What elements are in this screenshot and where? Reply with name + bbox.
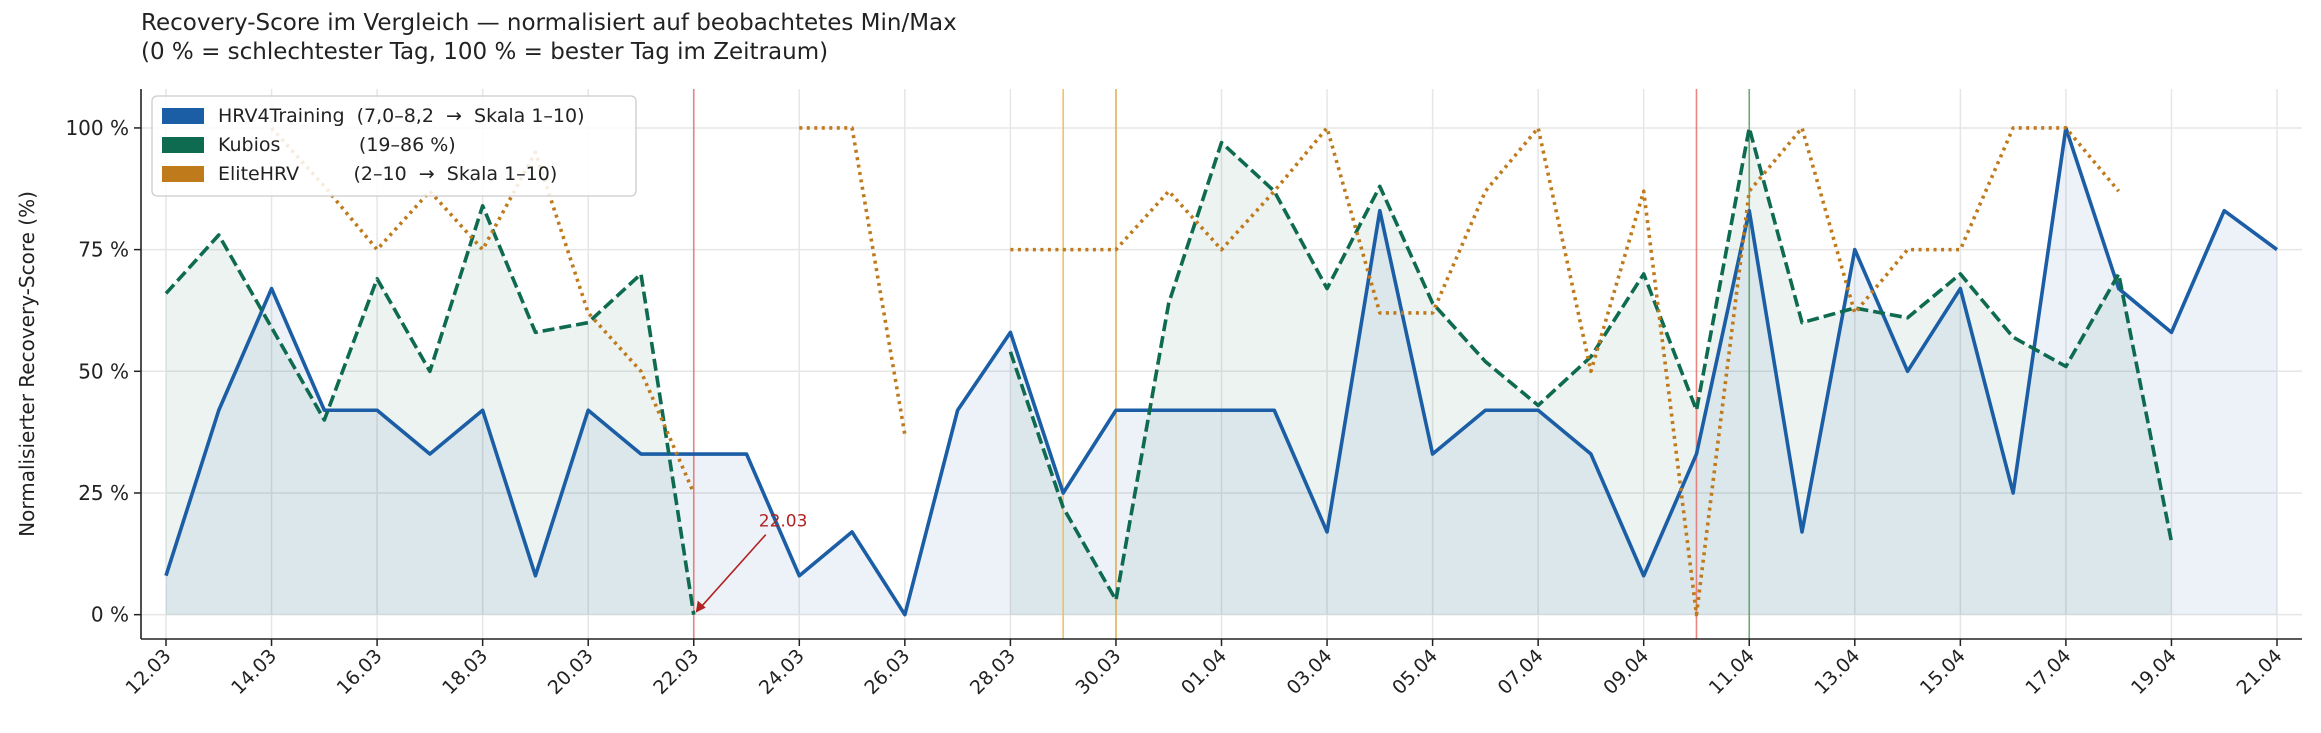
y-tick-label: 0 % <box>91 603 129 627</box>
y-axis-label: Normalisierter Recovery-Score (%) <box>15 191 39 537</box>
x-tick-label: 13.04 <box>1810 645 1864 699</box>
series-line <box>270 126 2121 617</box>
x-tick-label: 21.04 <box>2233 645 2287 699</box>
annotation-arrow <box>697 534 767 612</box>
x-tick-label: 30.03 <box>1071 645 1125 699</box>
legend-box <box>151 95 637 197</box>
x-tick-label: 18.03 <box>438 645 492 699</box>
annotation: 22.03 <box>759 512 808 532</box>
x-tick-label: 14.03 <box>227 645 281 699</box>
y-tick-label: 25 % <box>78 481 129 505</box>
x-tick-label: 20.03 <box>544 645 598 699</box>
x-tick-label: 28.03 <box>966 645 1020 699</box>
x-tick-label: 09.04 <box>1599 645 1653 699</box>
area-fill <box>166 127 2172 615</box>
x-tick-label: 24.03 <box>755 645 809 699</box>
chart-title: Recovery-Score im Vergleich — normalisie… <box>141 10 957 36</box>
y-tick-label: 75 % <box>78 238 129 262</box>
x-tick-label: 17.04 <box>2021 645 2075 699</box>
legend-label: EliteHRV (2–10 → Skala 1–10) <box>218 163 557 185</box>
x-tick-label: 11.04 <box>1705 645 1759 699</box>
series-line <box>164 126 2174 615</box>
x-tick-label: 26.03 <box>860 645 914 699</box>
legend-label: HRV4Training (7,0–8,2 → Skala 1–10) <box>218 105 585 127</box>
x-tick-label: 05.04 <box>1388 645 1442 699</box>
x-tick-label: 03.04 <box>1283 645 1337 699</box>
legend-swatch <box>162 108 204 124</box>
chart-subtitle: (0 % = schlechtester Tag, 100 % = bester… <box>141 39 828 65</box>
x-tick-label: 22.03 <box>649 645 703 699</box>
series-line <box>164 126 2279 617</box>
y-tick-label: 100 % <box>65 116 129 140</box>
legend-swatch <box>162 137 204 153</box>
x-tick-label: 15.04 <box>1916 645 1970 699</box>
x-tick-label: 07.04 <box>1494 645 1548 699</box>
legend-swatch <box>162 166 204 182</box>
x-tick-label: 16.03 <box>333 645 387 699</box>
x-tick-label: 01.04 <box>1177 645 1231 699</box>
annotation-arrowhead <box>695 600 706 613</box>
legend-label: Kubios (19–86 %) <box>218 134 456 156</box>
x-tick-label: 12.03 <box>122 645 176 699</box>
x-tick-label: 19.04 <box>2127 645 2181 699</box>
y-tick-label: 50 % <box>78 359 129 383</box>
